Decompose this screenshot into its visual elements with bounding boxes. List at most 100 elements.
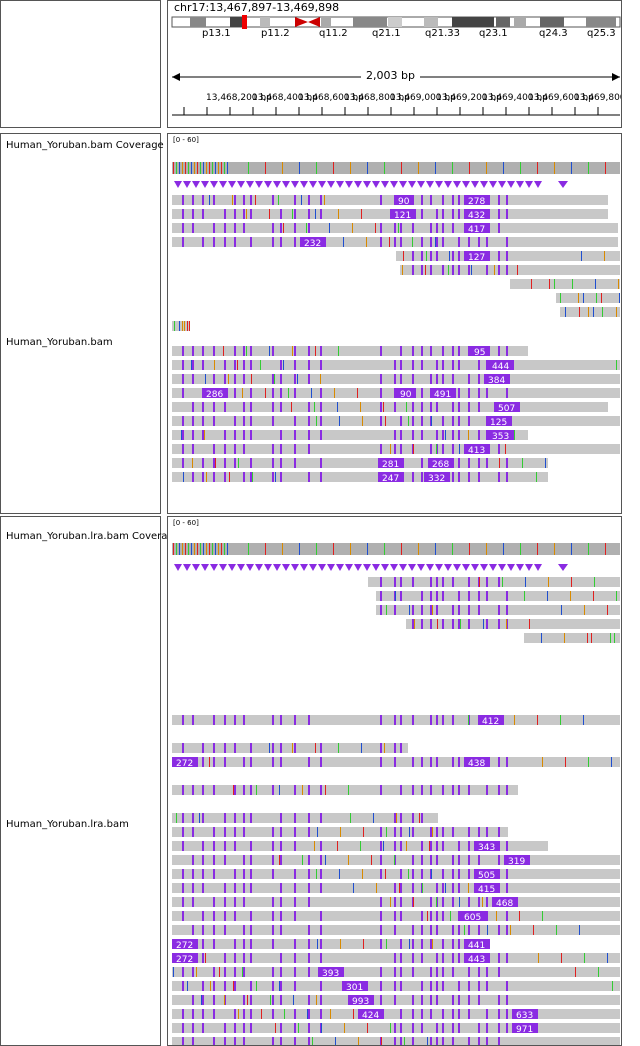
coverage-mismatch	[520, 162, 521, 174]
alignment-track-name[interactable]: Human_Yoruban.bam	[6, 337, 113, 348]
mismatch	[288, 388, 289, 398]
insertion	[421, 591, 423, 601]
insertion	[458, 251, 460, 261]
insertion	[272, 827, 274, 837]
coverage-mismatch	[179, 162, 180, 174]
mismatch	[269, 209, 270, 219]
insertion	[421, 416, 423, 426]
insertion	[294, 813, 296, 823]
insertion	[192, 813, 194, 823]
mismatch	[584, 953, 585, 963]
insertion	[380, 444, 382, 454]
insertion	[182, 869, 184, 879]
coverage-mismatch	[215, 543, 216, 555]
insertion	[506, 1009, 508, 1019]
mismatch	[565, 757, 566, 767]
mismatch	[408, 869, 409, 879]
insertion	[412, 472, 414, 482]
insertion	[320, 785, 322, 795]
insertion	[294, 374, 296, 384]
mismatch	[385, 416, 386, 426]
mismatch	[409, 827, 410, 837]
insertion-label-box	[460, 911, 486, 921]
insertion	[506, 911, 508, 921]
insertion	[280, 953, 282, 963]
coverage-track-name[interactable]: Human_Yoruban.bam Coverage	[6, 140, 164, 151]
insertion	[224, 911, 226, 921]
insertion-label: 286	[206, 390, 223, 400]
insertion	[468, 1009, 470, 1019]
insertion	[468, 967, 470, 977]
insertion	[234, 346, 236, 356]
insertion	[430, 1009, 432, 1019]
insertion	[294, 869, 296, 879]
insertion	[442, 939, 444, 949]
insertion-marker	[201, 564, 209, 571]
coverage-mismatch	[197, 543, 198, 555]
insertion	[192, 1023, 194, 1033]
mismatch	[337, 402, 338, 412]
insertion-marker	[408, 181, 416, 188]
read	[172, 430, 528, 440]
insertion	[294, 416, 296, 426]
mismatch	[196, 967, 197, 977]
mismatch	[616, 307, 617, 317]
insertion	[224, 855, 226, 865]
insertion	[421, 925, 423, 935]
mismatch	[437, 619, 438, 629]
insertion	[380, 388, 382, 398]
insertion	[192, 472, 194, 482]
insertion	[421, 939, 423, 949]
insertion-label-box	[202, 388, 228, 398]
insertion-label-box	[488, 430, 514, 440]
track-names-panel-lra: Human_Yoruban.lra.bam Coverage Human_Yor…	[0, 516, 180, 1046]
insertion	[294, 346, 296, 356]
insertion	[421, 430, 423, 440]
insertion	[202, 855, 204, 865]
insertion	[478, 402, 480, 412]
insertion	[234, 1023, 236, 1033]
insertion	[442, 360, 444, 370]
insertion	[234, 223, 236, 233]
alignment-track-name[interactable]: Human_Yoruban.lra.bam	[6, 819, 129, 830]
mismatch	[581, 251, 582, 261]
insertion	[498, 855, 500, 865]
insertion	[202, 195, 204, 205]
ideogram-svg[interactable]	[168, 1, 622, 128]
alignment-panel-yoruban[interactable]: [0 - 60] 90 278 121 432 417 232 127 95 444 384 286…	[167, 133, 622, 514]
mismatch	[317, 939, 318, 949]
insertion-label-box	[478, 715, 504, 725]
insertion	[213, 995, 215, 1005]
insertion	[272, 715, 274, 725]
insertion	[442, 619, 444, 629]
insertion-marker	[498, 181, 506, 188]
insertion	[506, 1023, 508, 1033]
insertion	[421, 757, 423, 767]
read	[560, 307, 620, 317]
alignment-svg-yoruban[interactable]: 90 278 121 432 417 232 127 95 444 384 286 90 491 507 1…	[168, 134, 622, 514]
insertion	[400, 444, 402, 454]
insertion	[436, 591, 438, 601]
insertion	[421, 785, 423, 795]
coverage-mismatch	[212, 543, 213, 555]
mismatch	[284, 1009, 285, 1019]
insertion	[468, 841, 470, 851]
insertion-label-box	[464, 444, 490, 454]
mismatch	[297, 374, 298, 384]
insertion	[202, 346, 204, 356]
coverage-mismatch	[173, 162, 174, 174]
insertion	[380, 855, 382, 865]
insertion-marker	[237, 564, 245, 571]
coverage-mismatch	[418, 162, 419, 174]
insertion	[380, 939, 382, 949]
insertion	[452, 967, 454, 977]
coverage-mismatch	[185, 543, 186, 555]
coverage-track-name[interactable]: Human_Yoruban.lra.bam Coverage	[6, 531, 180, 542]
locus-text: chr17:13,467,897-13,469,898	[174, 1, 340, 14]
insertion	[506, 883, 508, 893]
band-label: q11.2	[319, 28, 348, 39]
insertion	[486, 360, 488, 370]
insertion	[421, 855, 423, 865]
alignment-panel-lra[interactable]: [0 - 60] 412 272 438 343 319 505 415 468 605 272 4…	[167, 516, 622, 1046]
